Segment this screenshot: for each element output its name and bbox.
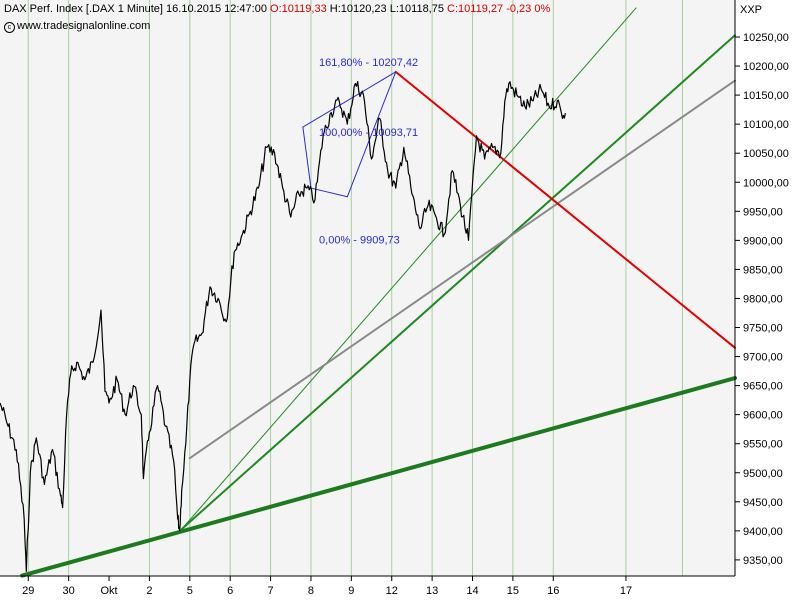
y-tick-label: 10050,00 [743,148,789,160]
y-axis: 10250,00 10200,00 10150,00 10100,00 10050,00… [735,32,789,567]
change-value: -0,23 [506,3,532,15]
trendline-red [394,70,736,349]
trendline-fib-1 [302,71,397,128]
y-tick-label: 10000,00 [743,177,789,189]
x-axis: 29 30 Okt 2 5 6 7 8 9 12 13 14 15 16 17 [22,576,632,597]
y-tick-label: 9500,00 [743,468,783,480]
x-tick-label: Okt [100,585,117,597]
trendlines [20,7,737,578]
x-tick-label: 2 [146,585,152,597]
y-tick-label: 9900,00 [743,235,783,247]
x-tick-label: 15 [507,585,519,597]
x-tick-label: 13 [426,585,438,597]
datetime-label: 16.10.2015 12:47:00 [166,3,267,15]
source-url: www.tradesignalonline.com [17,20,151,32]
y-tick-label: 9550,00 [743,439,783,451]
x-tick-label: 7 [268,585,274,597]
y-tick-label: 10250,00 [743,32,789,44]
y-tick-label: 9700,00 [743,352,783,364]
high-value: H:10120,23 [329,3,387,15]
trendline-green-main [180,34,736,531]
y-tick-label: 9950,00 [743,206,783,218]
open-value: O:10119,33 [270,3,327,15]
fib-label: 161,80% - 10207,42 [319,57,418,69]
trendline-green-thin [181,7,637,530]
y-tick-label: 9450,00 [743,497,783,509]
trendline-fib-4 [310,187,348,198]
close-value: C:10119,27 [447,3,504,15]
x-tick-label: 6 [227,585,233,597]
trendline-gray [188,79,736,460]
y-tick-label: 9800,00 [743,293,783,305]
x-tick-label: 16 [547,585,559,597]
price-line [0,81,566,573]
fib-label: 0,00% - 9909,73 [319,234,400,246]
fib-label: 100,00% - 10093,71 [319,127,418,139]
x-tick-label: 17 [620,585,632,597]
change-pct-value: 0% [534,3,551,15]
y-axis-symbol: XXP [740,4,762,16]
y-tick-label: 9350,00 [743,555,783,567]
source-line: c www.tradesignalonline.com [4,20,150,33]
y-tick-label: 9650,00 [743,381,783,393]
x-tick-label: 12 [386,585,398,597]
interval-label: 1 Minute] [117,3,163,15]
chart-header: DAX Perf. Index [.DAX 1 Minute] 16.10.20… [4,3,550,15]
price-series [0,81,566,573]
annotations: 161,80% - 10207,42 100,00% - 10093,71 0,00… [319,57,418,246]
x-tick-label: 29 [22,585,34,597]
y-tick-label: 9750,00 [743,323,783,335]
y-tick-label: 9850,00 [743,264,783,276]
trendline-thick-green [20,376,737,578]
x-tick-label: 14 [466,585,478,597]
plot-background [0,0,735,576]
low-value: L:10118,75 [389,3,444,15]
trendline-fib-3 [302,126,312,189]
x-tick-label: 30 [63,585,75,597]
y-tick-label: 9400,00 [743,526,783,538]
x-tick-label: 9 [348,585,354,597]
y-tick-label: 10100,00 [743,119,789,131]
x-tick-label: 5 [187,585,193,597]
instrument-label: DAX Perf. Index [.DAX [4,3,115,15]
copyright-icon: c [4,22,15,33]
trendline-fib-2 [346,71,397,198]
y-tick-label: 10200,00 [743,61,789,73]
y-tick-label: 10150,00 [743,90,789,102]
y-tick-label: 9600,00 [743,410,783,422]
x-tick-label: 8 [308,585,314,597]
